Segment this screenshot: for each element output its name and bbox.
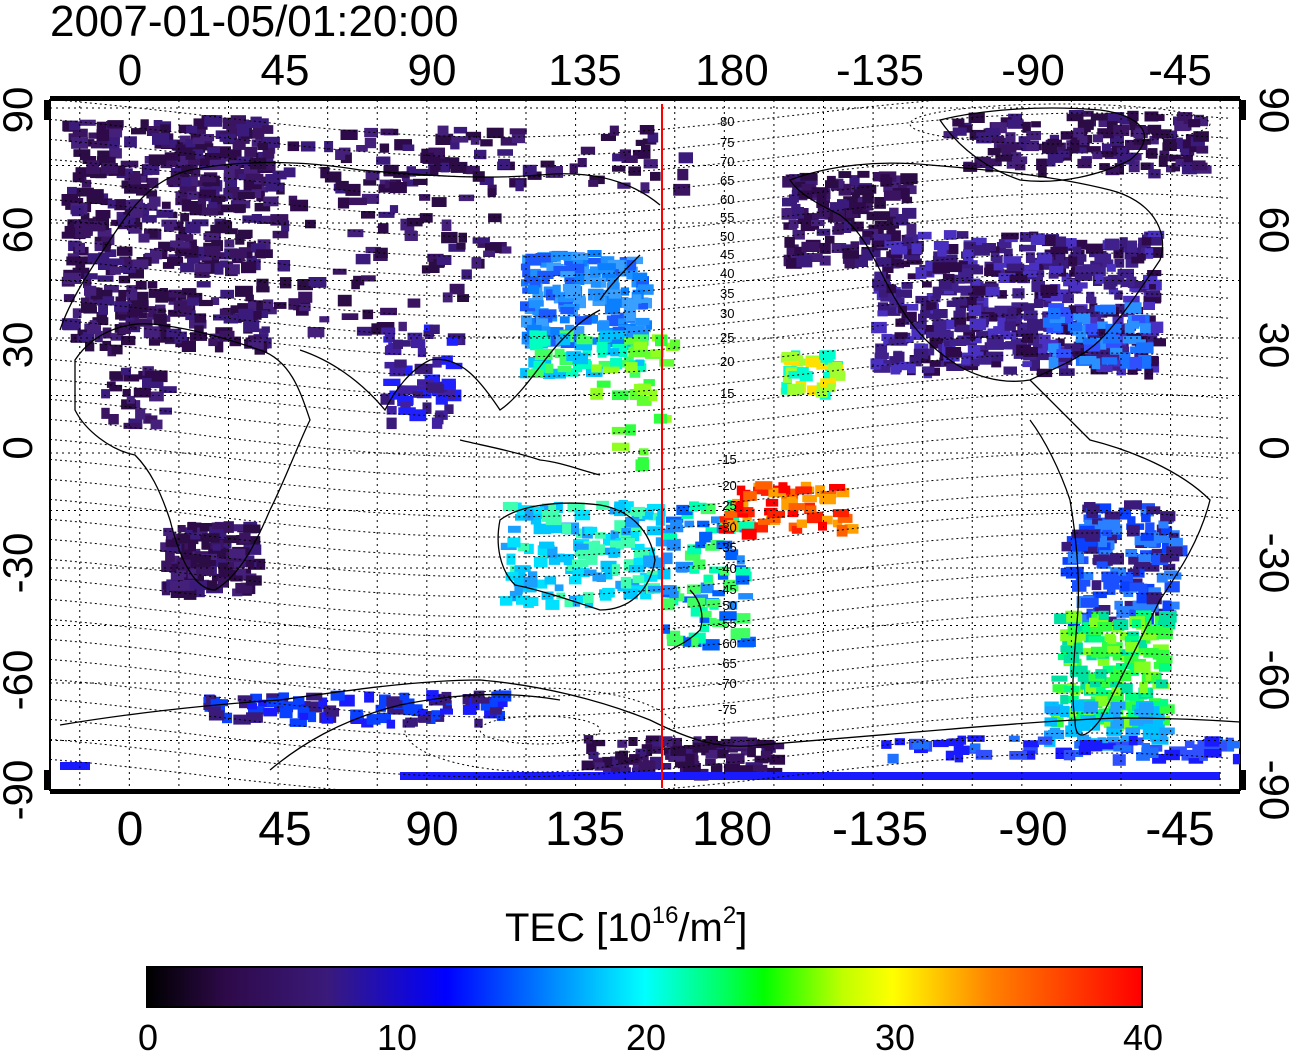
contour-label: -60 xyxy=(718,636,737,651)
lon-tick-bottom: -45 xyxy=(1145,803,1214,856)
lon-tick-top: -45 xyxy=(1148,46,1212,95)
colorbar-title-main: TEC [10 xyxy=(505,906,652,950)
contour-label: -25 xyxy=(718,498,737,513)
lon-tick-bottom: 0 xyxy=(117,803,144,856)
lat-tick-left: -90 xyxy=(0,760,41,821)
lat-tick-right: -90 xyxy=(1251,760,1292,821)
longitude-labels-top: 0 45 90 135 180 -135 -90 -45 xyxy=(118,46,1212,95)
contour-label: -15 xyxy=(718,452,737,467)
contour-label: 55 xyxy=(720,210,734,225)
contour-label: -65 xyxy=(718,656,737,671)
colorbar-tick-10: 10 xyxy=(376,1017,418,1058)
lat-tick-left: 90 xyxy=(0,87,41,134)
lat-tick-left: 0 xyxy=(0,436,41,459)
lon-tick-top: -135 xyxy=(836,46,924,95)
contour-label: 75 xyxy=(720,135,734,150)
colorbar-title-unit: /m xyxy=(678,906,723,950)
lat-tick-left: 60 xyxy=(0,207,41,254)
lon-tick-top: 45 xyxy=(261,46,310,95)
contour-label: 25 xyxy=(720,330,734,345)
contour-label: 30 xyxy=(720,306,734,321)
lat-tick-right: 90 xyxy=(1251,87,1292,134)
latitude-labels-left: 90 60 30 0 -30 -60 -90 xyxy=(0,87,41,821)
lat-tick-right: -30 xyxy=(1251,533,1292,594)
map-frame xyxy=(49,99,1241,791)
lon-tick-top: 180 xyxy=(695,46,768,95)
contour-label: 40 xyxy=(720,266,734,281)
contour-label: -45 xyxy=(718,582,737,597)
lon-tick-bottom: 45 xyxy=(258,803,311,856)
colorbar-tick-30: 30 xyxy=(874,1017,916,1058)
contour-label: -30 xyxy=(718,520,737,535)
lon-tick-top: 90 xyxy=(408,46,457,95)
lon-tick-top: 0 xyxy=(118,46,142,95)
longitude-labels-bottom: 0 45 90 135 180 -135 -90 -45 xyxy=(117,803,1215,856)
contour-label: -75 xyxy=(718,702,737,717)
lat-tick-left: -60 xyxy=(0,650,41,711)
lat-tick-left: -30 xyxy=(0,533,41,594)
lon-tick-bottom: 135 xyxy=(545,803,625,856)
contour-label: 65 xyxy=(720,173,734,188)
contour-label: -70 xyxy=(718,676,737,691)
coastlines xyxy=(59,107,1240,771)
lon-tick-bottom: 180 xyxy=(692,803,772,856)
colorbar-tick-0: 0 xyxy=(137,1017,159,1058)
frame-ticks xyxy=(44,96,1246,794)
contour-label: -50 xyxy=(718,598,737,613)
lat-tick-right: 0 xyxy=(1251,436,1292,459)
contour-label: 60 xyxy=(720,192,734,207)
colorbar-title-unit-exponent: 2 xyxy=(722,902,737,929)
contour-label: 20 xyxy=(720,354,734,369)
contour-label: -40 xyxy=(718,561,737,576)
contour-label: 50 xyxy=(720,229,734,244)
contour-label: -55 xyxy=(718,616,737,631)
contour-label: 35 xyxy=(720,286,734,301)
lat-tick-right: 30 xyxy=(1251,322,1292,369)
contour-labels: 80 75 70 65 60 55 50 45 40 35 30 25 20 15 -15 -20 -25 -30… xyxy=(718,114,737,717)
map-title: 2007-01-05/01:20:00 xyxy=(50,0,459,46)
contour-label: 45 xyxy=(720,247,734,262)
colorbar-tick-20: 20 xyxy=(625,1017,667,1058)
colorbar-title: TEC [1016/m2] xyxy=(505,904,747,952)
lon-tick-bottom: -135 xyxy=(832,803,928,856)
lon-tick-bottom: 90 xyxy=(405,803,458,856)
tec-map: 80 75 70 65 60 55 50 45 40 35 30 25 20 15 -15 -20 -25 -30… xyxy=(0,46,1292,856)
contour-label: -35 xyxy=(718,540,737,555)
contour-label: 15 xyxy=(720,386,734,401)
contour-label: 70 xyxy=(720,154,734,169)
lat-tick-left: 30 xyxy=(0,322,41,369)
lat-tick-right: 60 xyxy=(1251,207,1292,254)
colorbar-title-exponent: 16 xyxy=(651,902,679,929)
lon-tick-top: 135 xyxy=(548,46,621,95)
magnetic-latitude-contours xyxy=(50,100,1231,790)
lon-tick-top: -90 xyxy=(1001,46,1065,95)
colorbar-tick-40: 40 xyxy=(1122,1017,1164,1058)
colorbar xyxy=(146,966,1143,1008)
lon-tick-bottom: -90 xyxy=(998,803,1067,856)
latitude-labels-right: 90 60 30 0 -30 -60 -90 xyxy=(1251,87,1292,821)
contour-label: 80 xyxy=(720,114,734,129)
contour-label: -20 xyxy=(718,478,737,493)
lat-tick-right: -60 xyxy=(1251,650,1292,711)
colorbar-title-end: ] xyxy=(736,906,748,950)
